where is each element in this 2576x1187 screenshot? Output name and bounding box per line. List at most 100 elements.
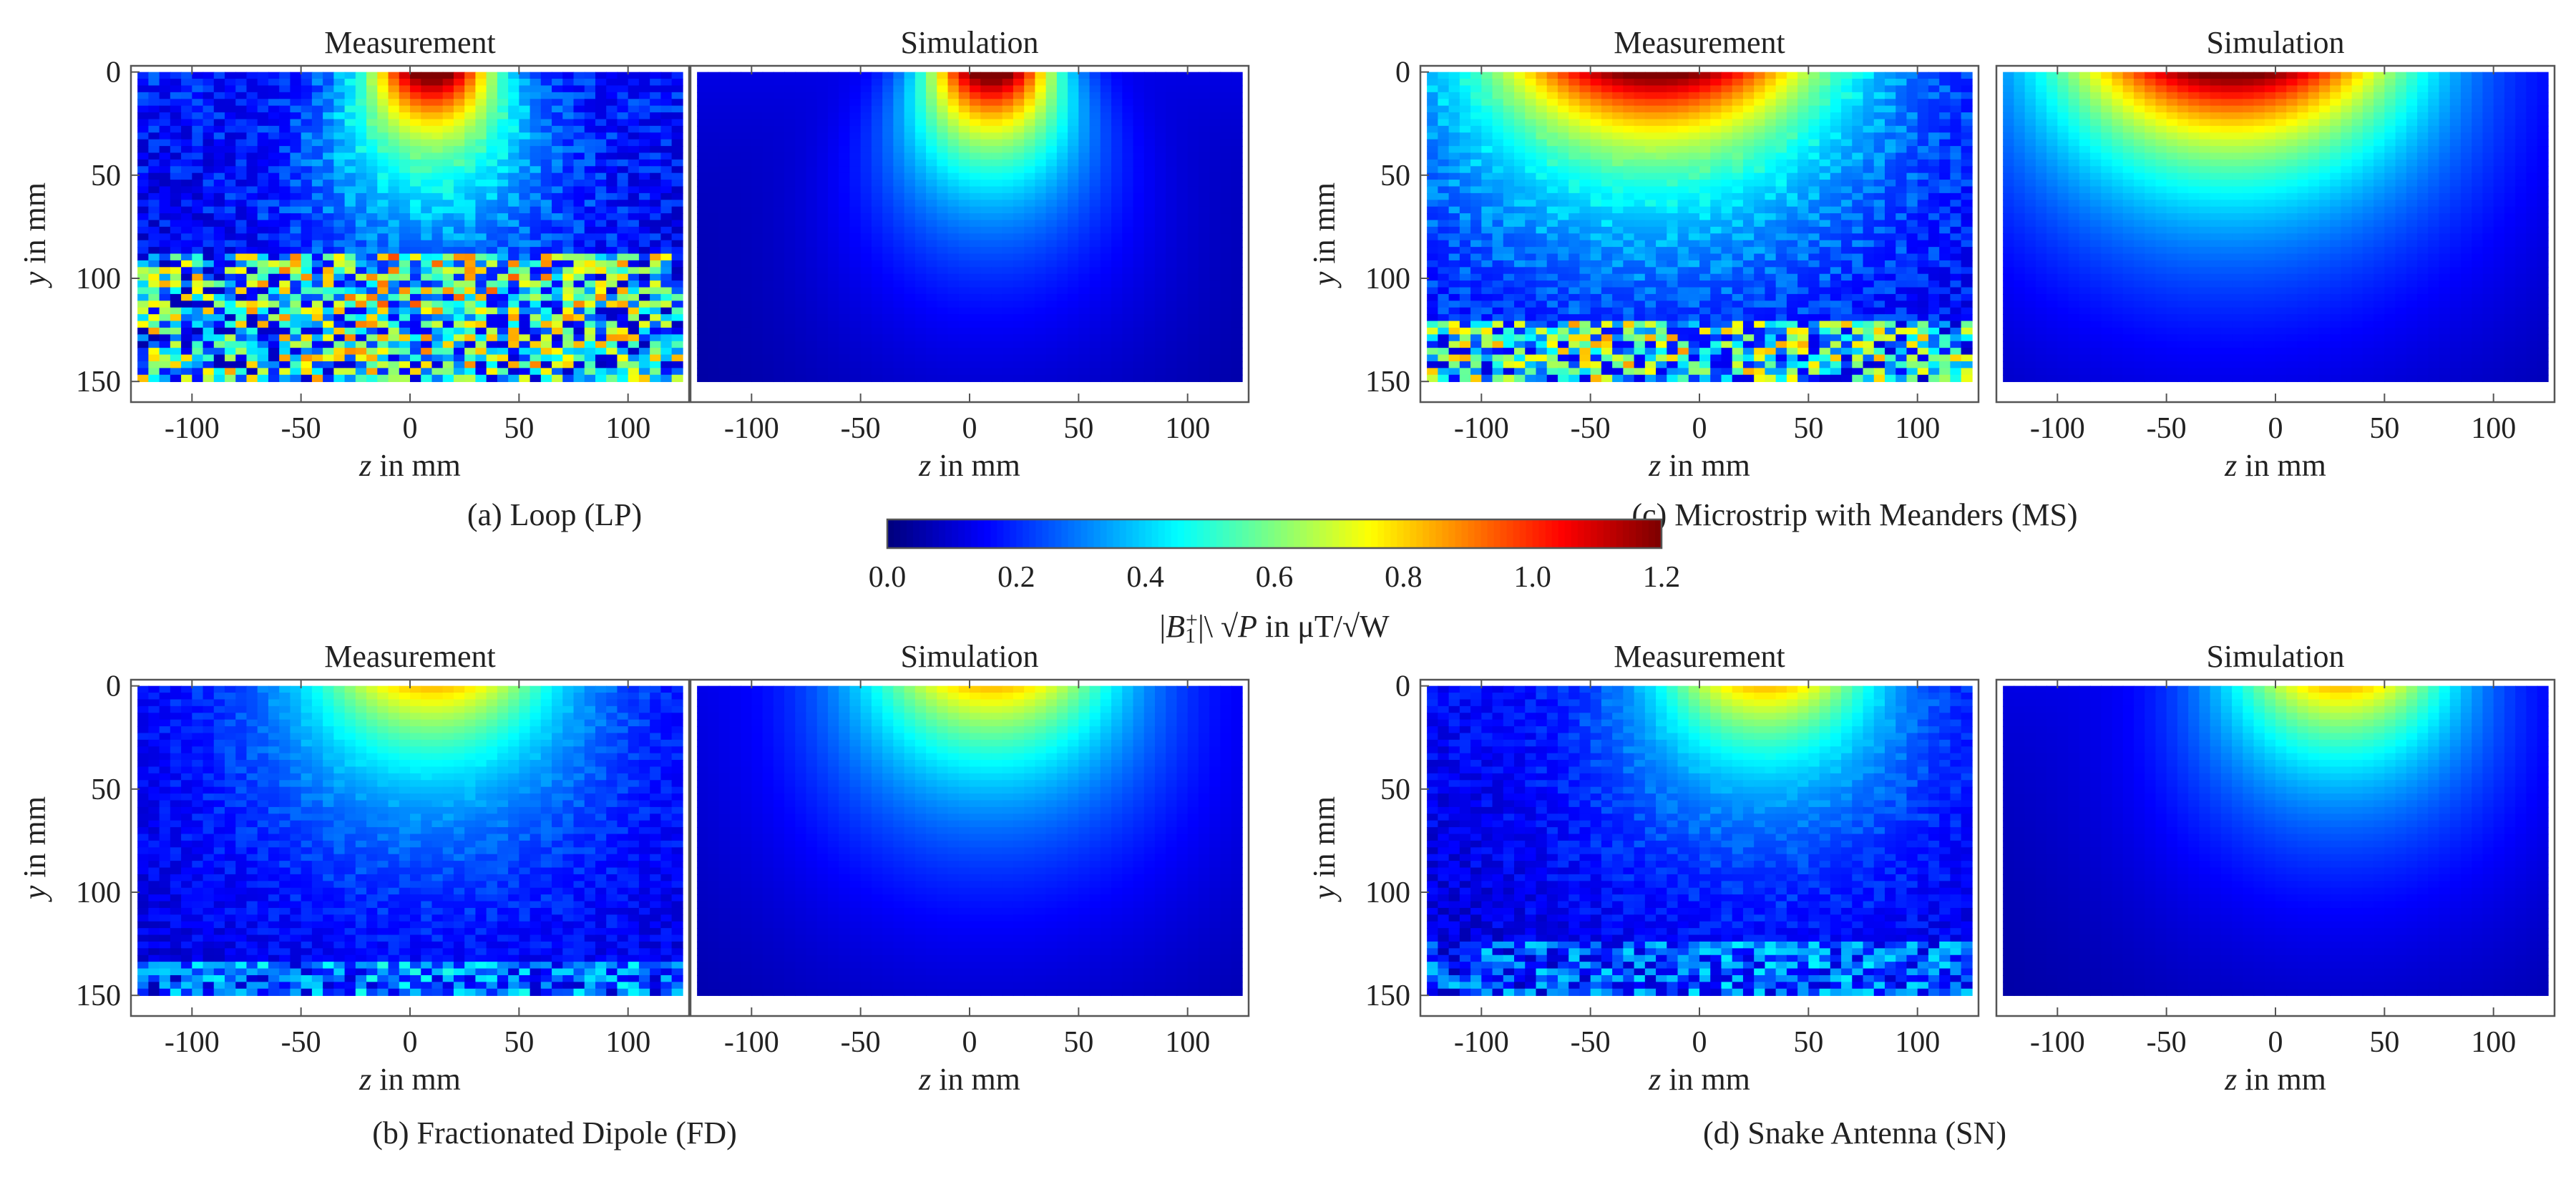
- x-axis-label: z in mm: [1648, 1062, 1750, 1097]
- colorbar-step: [1468, 519, 1475, 548]
- panel-title: Measurement: [324, 639, 495, 674]
- x-tick-label: 50: [1063, 412, 1093, 445]
- heatmap: [137, 72, 683, 382]
- colorbar-step: [1287, 519, 1294, 548]
- x-tick-label: 0: [2268, 412, 2283, 445]
- panel-c-simulation: Simulation -100 -50 0 50 100 z in mm: [1995, 25, 2556, 483]
- panel-title: Simulation: [900, 639, 1038, 674]
- panel-title: Measurement: [1614, 639, 1785, 674]
- x-tick-label: 50: [504, 412, 534, 445]
- x-tick-label: 0: [1692, 1026, 1707, 1059]
- colorbar-step: [1352, 519, 1360, 548]
- colorbar-step: [1609, 519, 1617, 548]
- y-tick-label: 50: [91, 773, 121, 806]
- colorbar-tick-label: 0.6: [1256, 561, 1294, 594]
- colorbar-step: [1635, 519, 1643, 548]
- colorbar-step: [1493, 519, 1501, 548]
- x-tick-label: 0: [1692, 412, 1707, 445]
- heatmap: [2003, 72, 2549, 382]
- panel-a-simulation: Simulation -100 -50 0 50 100 z in mm: [689, 25, 1250, 483]
- colorbar-step: [1403, 519, 1411, 548]
- colorbar-step: [1158, 519, 1166, 548]
- colorbar-step: [958, 519, 965, 548]
- colorbar-step: [1500, 519, 1508, 548]
- colorbar-step: [1538, 519, 1546, 548]
- colorbar-step: [1384, 519, 1392, 548]
- x-tick-label: 50: [2369, 1026, 2399, 1059]
- colorbar-step: [1138, 519, 1146, 548]
- colorbar-step: [887, 519, 894, 548]
- colorbar-step: [1016, 519, 1024, 548]
- colorbar-tick-label: 1.2: [1643, 561, 1681, 594]
- colorbar-step: [1074, 519, 1082, 548]
- colorbar-step: [1093, 519, 1101, 548]
- colorbar-step: [1487, 519, 1495, 548]
- y-tick-label: 50: [91, 160, 121, 192]
- x-tick-label: 0: [2268, 1026, 2283, 1059]
- colorbar-step: [1307, 519, 1314, 548]
- colorbar-step: [1513, 519, 1521, 548]
- colorbar-step: [1068, 519, 1075, 548]
- colorbar-step: [1274, 519, 1282, 548]
- x-tick-label: -50: [1571, 1026, 1611, 1059]
- x-tick-label: -100: [724, 1026, 779, 1059]
- colorbar-step: [1596, 519, 1604, 548]
- colorbar-tick-label: 0.0: [869, 561, 907, 594]
- colorbar-step: [1100, 519, 1108, 548]
- x-axis-label: z in mm: [358, 448, 461, 483]
- colorbar-step: [1267, 519, 1275, 548]
- colorbar-step: [1480, 519, 1488, 548]
- x-tick-label: -50: [1571, 412, 1611, 445]
- colorbar-step: [1358, 519, 1366, 548]
- colorbar-step: [913, 519, 920, 548]
- colorbar-step: [1171, 519, 1179, 548]
- colorbar-step: [1106, 519, 1114, 548]
- colorbar-step: [1203, 519, 1211, 548]
- colorbar-step: [926, 519, 933, 548]
- colorbar-step: [1222, 519, 1230, 548]
- colorbar-step: [1435, 519, 1443, 548]
- colorbar-step: [1545, 519, 1553, 548]
- colorbar-tick-label: 0.8: [1385, 561, 1423, 594]
- colorbar-step: [1132, 519, 1140, 548]
- heatmap: [2003, 685, 2549, 996]
- x-tick-label: -100: [165, 412, 220, 445]
- y-tick-label: 50: [1380, 160, 1410, 192]
- x-tick-label: 100: [1165, 1026, 1210, 1059]
- colorbar-step: [997, 519, 1005, 548]
- x-tick-label: -50: [841, 1026, 881, 1059]
- colorbar-step: [1229, 519, 1236, 548]
- y-axis-label: y in mm: [17, 796, 52, 902]
- x-axis-label: z in mm: [918, 448, 1020, 483]
- x-axis-label: z in mm: [358, 1062, 461, 1097]
- colorbar-step: [1177, 519, 1185, 548]
- colorbar-step: [1339, 519, 1346, 548]
- x-tick-label: 0: [403, 1026, 418, 1059]
- x-axis-label: z in mm: [1648, 448, 1750, 483]
- x-tick-label: -100: [2030, 1026, 2085, 1059]
- y-tick-label: 50: [1380, 773, 1410, 806]
- heatmap: [697, 72, 1243, 382]
- x-axis-label: z in mm: [2224, 448, 2326, 483]
- colorbar-step: [932, 519, 940, 548]
- y-tick-label: 150: [1365, 366, 1410, 399]
- colorbar-tick-label: 0.4: [1126, 561, 1164, 594]
- colorbar-step: [1564, 519, 1572, 548]
- colorbar-step: [1345, 519, 1352, 548]
- y-tick-label: 150: [76, 980, 121, 1012]
- colorbar-step: [1474, 519, 1482, 548]
- colorbar-step: [1584, 519, 1591, 548]
- colorbar-step: [1448, 519, 1456, 548]
- x-tick-label: 100: [2471, 1026, 2516, 1059]
- colorbar-step: [1551, 519, 1559, 548]
- colorbar-step: [1442, 519, 1450, 548]
- colorbar-step: [1164, 519, 1172, 548]
- colorbar-step: [1519, 519, 1527, 548]
- colorbar-step: [1113, 519, 1121, 548]
- panel-title: Measurement: [1614, 25, 1785, 60]
- colorbar-step: [1326, 519, 1333, 548]
- x-axis-label: z in mm: [918, 1062, 1020, 1097]
- x-tick-label: -100: [165, 1026, 220, 1059]
- colorbar-step: [1429, 519, 1437, 548]
